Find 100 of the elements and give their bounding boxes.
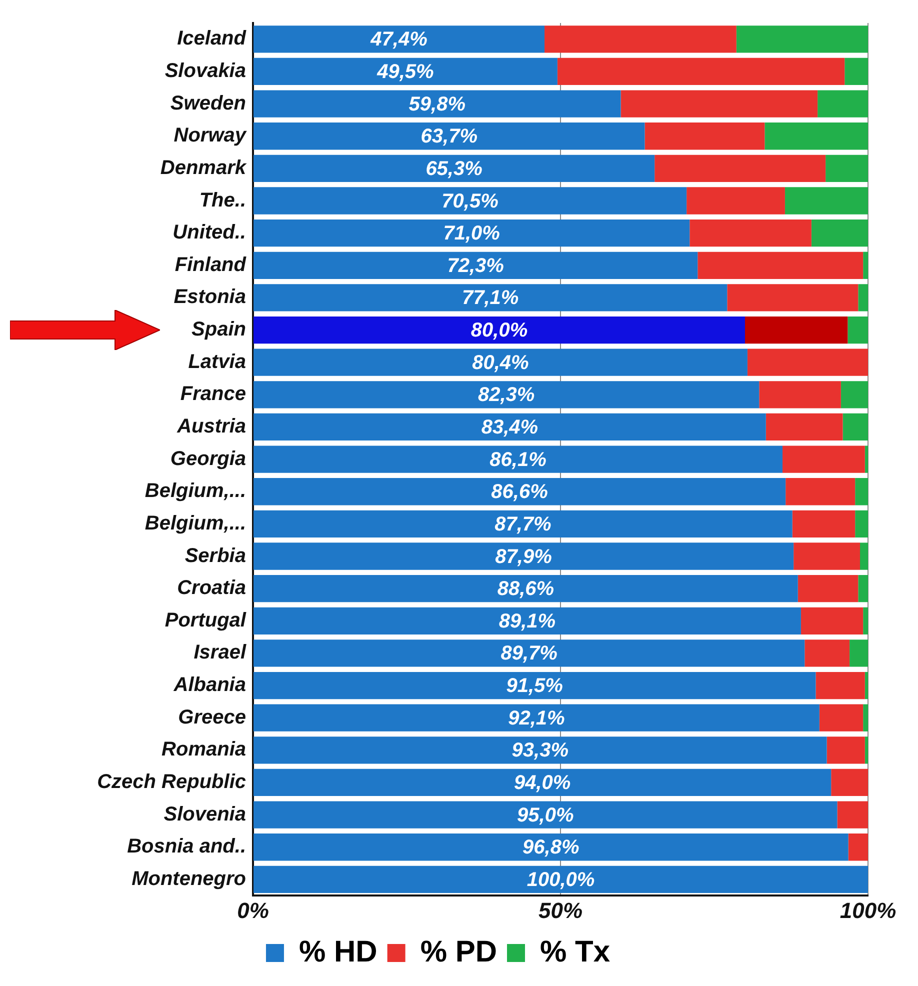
bar [864,672,868,700]
y-tick-label: Slovenia [164,803,246,826]
data-label: 80,4% [472,352,530,374]
y-tick-label: Israel [194,642,246,664]
data-label: 59,8% [408,93,466,116]
bar [855,478,868,506]
bar [254,736,827,764]
data-label: 72,3% [447,254,504,277]
data-label: 86,6% [491,481,548,504]
y-tick-label: Portugal [164,609,246,632]
bar [858,284,868,312]
bar [254,510,792,538]
bar [254,801,838,828]
y-tick-label: Belgium,... [144,512,246,534]
bar [826,736,865,764]
bar [764,122,868,150]
x-tick-label: 0% [237,898,269,923]
y-tick-label: Serbia [184,544,246,567]
data-label: 86,1% [490,448,547,471]
bar [254,58,558,86]
data-label: 63,7% [420,126,478,148]
bar [254,575,798,602]
bar [818,90,868,118]
bar [254,413,766,441]
x-tick-label: 100% [840,898,896,923]
bar [798,575,858,602]
y-tick-label: France [180,383,246,406]
bar [698,252,864,279]
bar [766,413,843,441]
bar [831,768,868,796]
y-tick-label: Belgium,... [144,480,246,502]
bar [254,252,698,279]
bar [864,446,868,473]
bar [654,154,826,182]
bar [848,316,868,344]
bar [844,58,868,86]
y-tick-label: Latvia [188,350,246,373]
data-label: 80,0% [470,320,528,342]
bar [784,187,868,214]
data-label: 77,1% [462,287,519,310]
y-tick-label: Bosnia and.. [127,836,246,858]
bar [860,542,868,570]
bar [254,640,805,667]
y-tick-label: Czech Republic [97,771,246,793]
bar [804,640,850,667]
bar [254,704,820,732]
y-tick-label: Denmark [160,156,247,179]
bar [727,284,858,312]
bar [686,187,785,214]
bar [620,90,818,118]
bar [747,348,868,376]
y-tick-label: Romania [162,738,246,761]
bar [848,834,868,861]
data-label: 92,1% [508,707,566,730]
data-label: 100,0% [526,868,595,891]
data-label: 87,9% [495,546,552,568]
y-tick-label: Spain [192,318,246,341]
bar [736,26,868,53]
bar [745,316,848,344]
bar [254,154,655,182]
legend-label: % HD [298,935,378,968]
bar [254,446,783,473]
y-tick-label: Georgia [170,448,246,470]
x-tick-label: 50% [538,898,583,923]
bar [842,413,868,441]
bar [863,252,868,279]
bar [254,381,760,408]
bar [850,640,868,667]
data-label: 49,5% [376,60,434,83]
bar [544,26,736,53]
bar [254,478,786,506]
data-label: 70,5% [442,190,499,212]
data-label: 91,5% [506,675,564,698]
bar [254,219,690,247]
bar [254,348,748,376]
bar [254,834,848,861]
bar [254,316,745,344]
y-tick-label: Austria [176,415,246,438]
data-label: 88,6% [497,578,554,600]
bar [863,607,868,634]
bar [782,446,865,473]
data-label: 96,8% [522,836,580,859]
bar [864,736,868,764]
bar [644,122,765,150]
bar [840,381,868,408]
y-tick-label: Sweden [170,92,246,114]
bar [254,866,868,894]
data-label: 94,0% [514,772,571,794]
data-label: 82,3% [478,384,535,406]
y-tick-label: Finland [174,254,247,276]
bar [254,187,687,214]
bar [858,575,868,602]
bar [837,801,868,828]
data-label: 83,4% [481,416,538,438]
bar [254,284,728,312]
y-tick-label: Greece [178,706,246,728]
y-tick-label: The.. [199,189,246,212]
bar [254,90,621,118]
data-label: 87,7% [494,513,552,536]
legend-label: % Tx [540,935,610,968]
